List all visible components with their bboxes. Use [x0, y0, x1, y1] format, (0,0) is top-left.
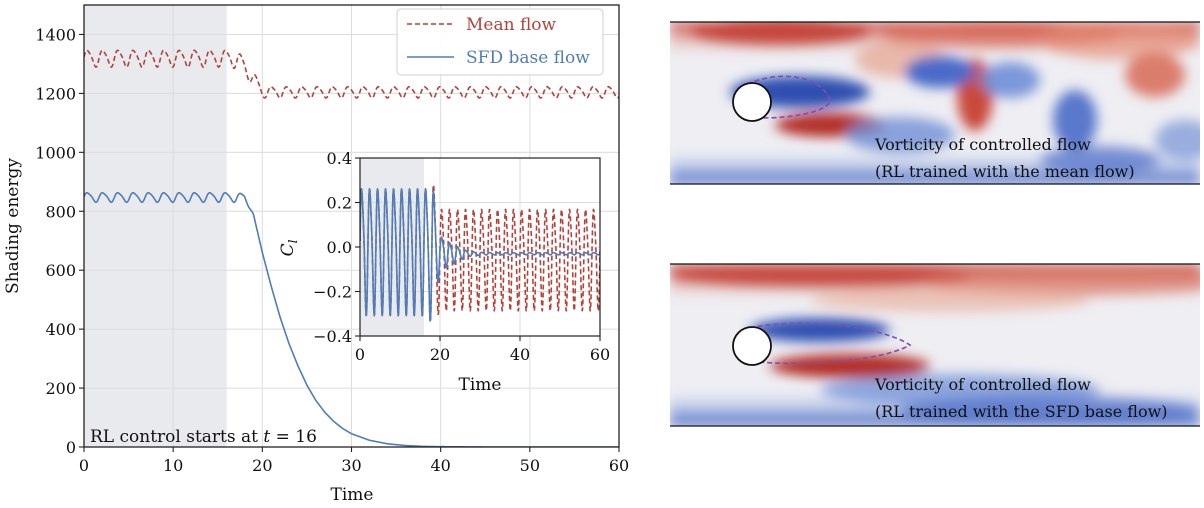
- x-tick-label: 60: [590, 345, 610, 364]
- panel2-vorticity-blobs: [670, 264, 1200, 426]
- panel2-caption-line2: (RL trained with the SFD base flow): [875, 402, 1168, 421]
- y-tick-label: 0.0: [327, 238, 352, 257]
- panel1-caption-line1: Vorticity of controlled flow: [874, 135, 1091, 154]
- inset-y-label-subscript: l: [286, 239, 300, 243]
- series-line-mean-flow: [84, 49, 619, 99]
- vorticity-panel-mean-flow: Vorticity of controlled flow (RL trained…: [670, 21, 1200, 185]
- y-tick-label: 0: [66, 438, 76, 457]
- x-tick-label: 50: [520, 456, 540, 475]
- main-x-label: Time: [331, 485, 374, 504]
- x-tick-label: 40: [430, 456, 450, 475]
- panel1-field: [670, 22, 1200, 184]
- y-tick-label: 200: [45, 379, 76, 398]
- main-legend: Mean flow SFD base flow: [396, 8, 604, 76]
- inset-y-label: Cl: [278, 239, 300, 256]
- y-tick-label: 800: [45, 202, 76, 221]
- series-line-sfd-base-flow: [360, 188, 600, 322]
- inset-x-label: Time: [459, 375, 502, 395]
- main-annotation: RL control starts at t = 16: [90, 427, 317, 447]
- x-tick-label: 20: [430, 345, 450, 364]
- vorticity-panel-sfd-flow: Vorticity of controlled flow (RL trained…: [670, 263, 1200, 427]
- x-tick-label: 0: [79, 456, 89, 475]
- legend-sfd-flow-label: SFD base flow: [466, 48, 590, 68]
- y-tick-label: −0.2: [313, 283, 352, 302]
- panel2-caption-line1: Vorticity of controlled flow: [874, 375, 1091, 394]
- x-tick-label: 20: [252, 456, 272, 475]
- y-tick-label: 1400: [35, 25, 76, 44]
- panel1-caption-line2: (RL trained with the mean flow): [875, 162, 1135, 181]
- x-tick-label: 10: [163, 456, 183, 475]
- main-y-label: Shading energy: [3, 158, 23, 294]
- main-y-ticks: 0 200 400 600 800 1000 1200 1400: [35, 25, 84, 457]
- inset-x-ticks: 0 20 40 60: [355, 336, 610, 364]
- legend-mean-flow-label: Mean flow: [466, 15, 557, 35]
- x-tick-label: 60: [609, 456, 629, 475]
- inset-series-lines: [360, 184, 600, 323]
- annotation-text: RL control starts at: [90, 427, 263, 447]
- main-x-ticks: 0 10 20 30 40 50 60: [79, 447, 629, 475]
- main-series-lines: [84, 49, 619, 447]
- x-tick-label: 40: [510, 345, 530, 364]
- panel2-field: [670, 264, 1200, 426]
- y-tick-label: −0.4: [313, 327, 352, 346]
- annotation-value: = 16: [270, 427, 317, 447]
- legend-box: [396, 8, 604, 76]
- panel2-contour: [741, 322, 912, 365]
- inset-chart: 0 20 40 60 −0.4 −0.2 0.0 0.2 0.4 Time Cl: [278, 149, 610, 395]
- main-shaded-region: [84, 5, 227, 447]
- y-tick-label: 600: [45, 261, 76, 280]
- panel2-cylinder: [732, 326, 772, 366]
- y-tick-label: 0.2: [327, 194, 352, 213]
- series-line-sfd-base-flow: [84, 191, 619, 447]
- x-tick-label: 0: [355, 345, 365, 364]
- x-tick-label: 30: [341, 456, 361, 475]
- panel1-cylinder: [732, 82, 772, 122]
- y-tick-label: 1000: [35, 143, 76, 162]
- y-tick-label: 0.4: [327, 149, 352, 168]
- panel1-vorticity-blobs: [670, 22, 1200, 184]
- y-tick-label: 1200: [35, 84, 76, 103]
- annotation-var: t: [263, 427, 270, 447]
- y-tick-label: 400: [45, 320, 76, 339]
- panel1-contour: [739, 75, 831, 119]
- inset-y-ticks: −0.4 −0.2 0.0 0.2 0.4: [313, 149, 360, 346]
